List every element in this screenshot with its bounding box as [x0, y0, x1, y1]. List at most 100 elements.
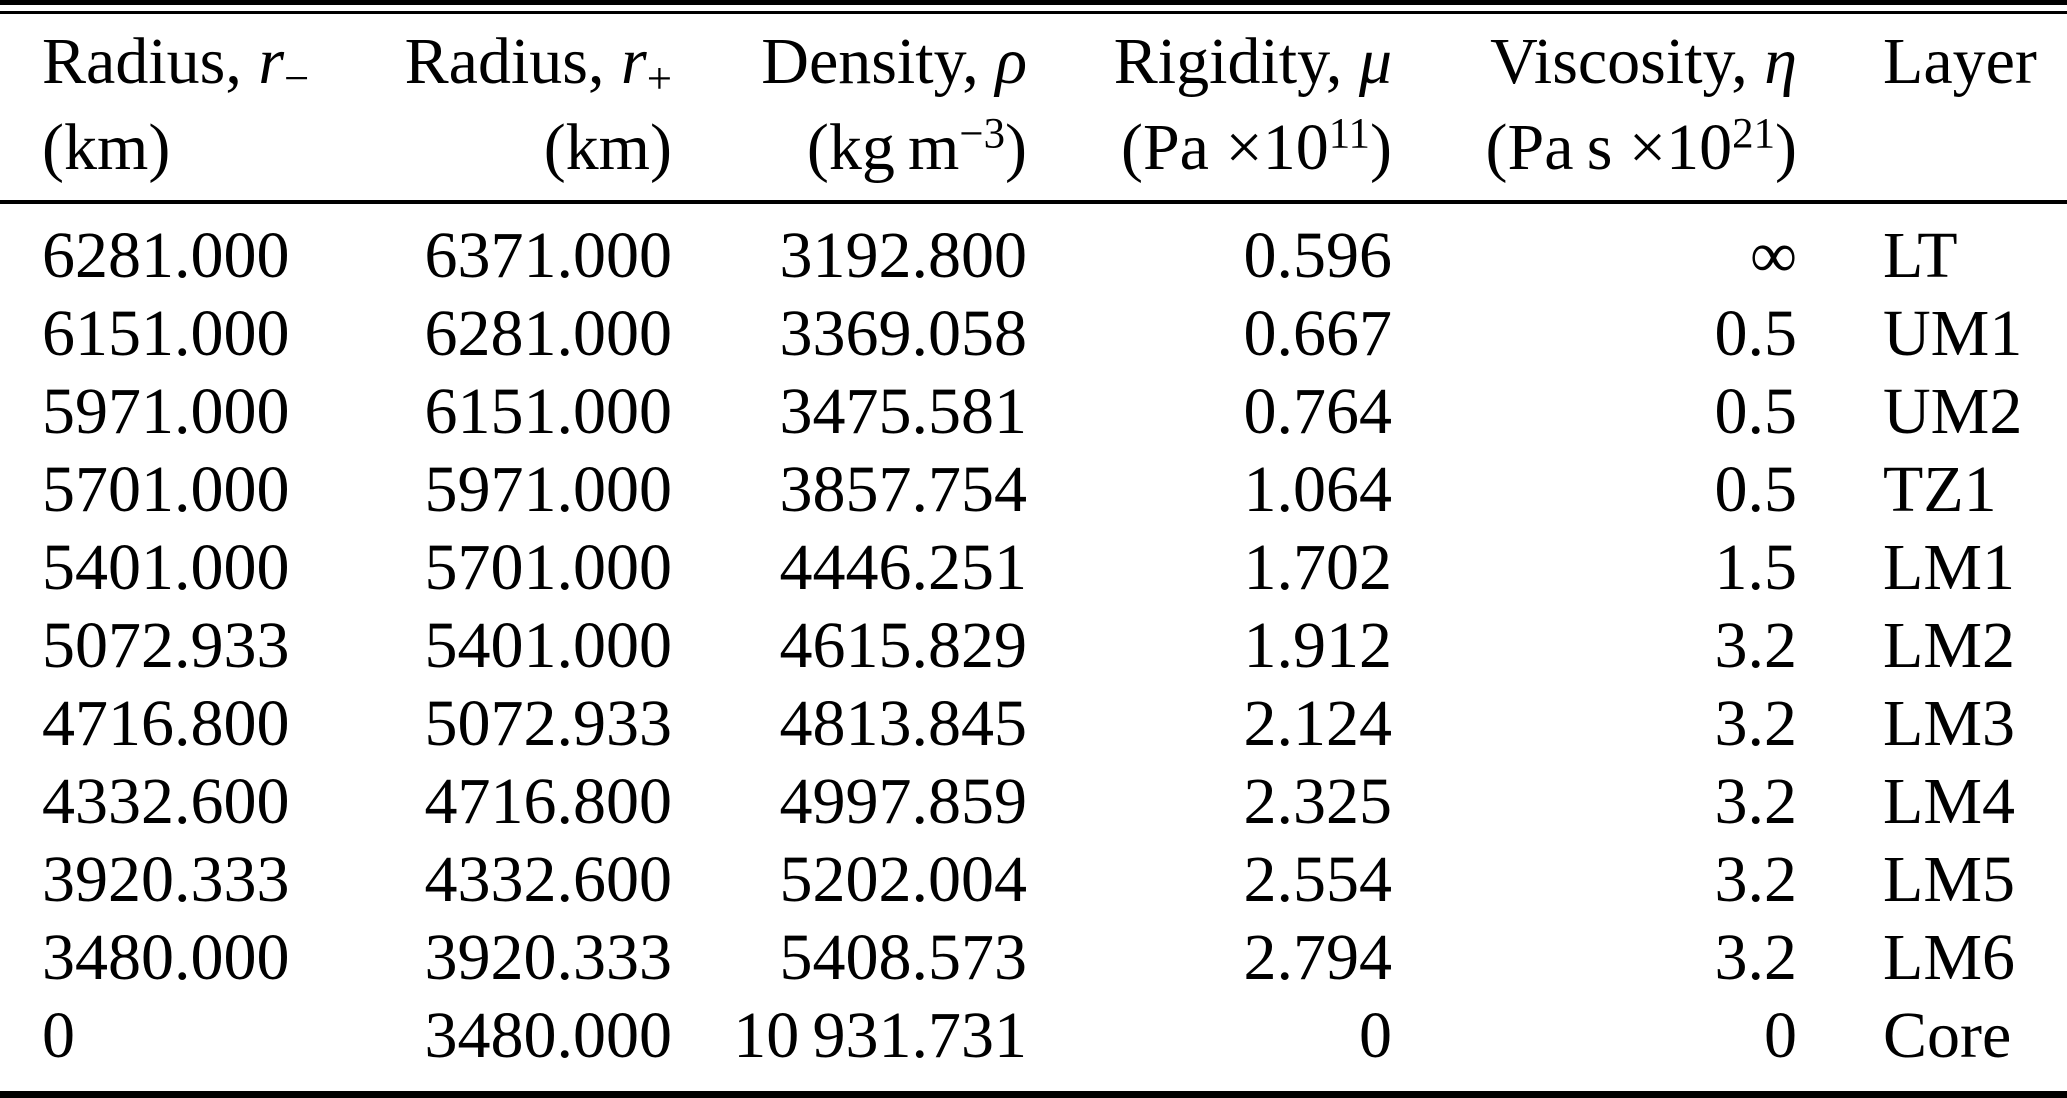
cell-layer: UM1 [1883, 297, 2023, 370]
cell-rigidity: 0.596 [1243, 219, 1393, 292]
header-row: Radius, r− (km) Radius, r+ (km) Density, ρ (k… [0, 14, 2067, 202]
cell-density: 3475.581 [779, 375, 1028, 448]
earth-model-table: Radius, r− (km) Radius, r+ (km) Density, ρ (k… [0, 14, 2067, 1075]
cell-radius-minus: 5971.000 [42, 375, 290, 448]
cell-radius-minus: 3920.333 [42, 843, 290, 916]
cell-rigidity: 2.554 [1243, 843, 1393, 916]
cell-viscosity: ∞ [1749, 219, 1797, 292]
cell-viscosity: 3.2 [1714, 687, 1798, 760]
cell-density: 3857.754 [779, 453, 1028, 526]
cell-radius-minus: 5401.000 [42, 531, 290, 604]
cell-radius-plus: 5701.000 [424, 531, 673, 604]
cell-radius-plus: 5401.000 [424, 609, 673, 682]
table-row: 4332.600 4716.800 4997.859 2.325 3.2 LM4 [0, 763, 2067, 841]
cell-radius-minus: 4332.600 [42, 765, 290, 838]
cell-radius-minus: 5072.933 [42, 609, 290, 682]
table-row: 0 3480.000 10 931.731 0 0 Core [0, 997, 2067, 1075]
column-symbol-subscript: − [284, 52, 310, 103]
column-title-density: Density, ρ [761, 25, 1027, 98]
cell-radius-minus: 4716.800 [42, 687, 290, 760]
cell-radius-plus: 3480.000 [424, 999, 673, 1072]
cell-viscosity: 3.2 [1714, 921, 1798, 994]
column-symbol-radius-minus: r [258, 25, 285, 98]
cell-radius-plus: 6151.000 [424, 375, 673, 448]
cell-viscosity: 3.2 [1714, 609, 1798, 682]
column-symbol-rigidity: μ [1358, 25, 1392, 98]
cell-layer: Core [1883, 999, 2012, 1072]
column-unit-density: (kg m−3) [806, 110, 1027, 184]
cell-radius-plus: 4716.800 [424, 765, 673, 838]
table-body: 6281.000 6371.000 3192.800 0.596 ∞ LT 6151.000… [0, 202, 2067, 1075]
column-header-layer: Layer [1815, 14, 2067, 202]
cell-density: 5202.004 [779, 843, 1028, 916]
column-symbol-viscosity: η [1764, 25, 1797, 98]
cell-radius-minus: 0 [42, 999, 75, 1072]
cell-viscosity: 3.2 [1714, 765, 1798, 838]
cell-density: 3369.058 [779, 297, 1028, 370]
column-unit-exponent: 11 [1328, 110, 1371, 158]
cell-layer: LT [1883, 219, 1958, 292]
cell-radius-minus: 5701.000 [42, 453, 290, 526]
cell-rigidity: 1.912 [1243, 609, 1393, 682]
cell-radius-minus: 3480.000 [42, 921, 290, 994]
table-row: 3480.000 3920.333 5408.573 2.794 3.2 LM6 [0, 919, 2067, 997]
cell-radius-plus: 6281.000 [424, 297, 673, 370]
column-header-radius-minus: Radius, r− (km) [0, 14, 340, 202]
cell-layer: UM2 [1883, 375, 2023, 448]
top-rule-outer [0, 0, 2067, 5]
cell-rigidity: 0.764 [1243, 375, 1393, 448]
cell-layer: LM1 [1883, 531, 2015, 604]
cell-viscosity: 0.5 [1714, 453, 1798, 526]
table-row: 5701.000 5971.000 3857.754 1.064 0.5 TZ1 [0, 451, 2067, 529]
column-title-radius-minus: Radius, r− [42, 25, 310, 103]
column-header-rigidity: Rigidity, μ (Pa ×1011) [1045, 14, 1410, 202]
cell-radius-plus: 4332.600 [424, 843, 673, 916]
column-unit-viscosity: (Pa s ×1021) [1485, 110, 1797, 184]
column-symbol-subscript: + [646, 52, 672, 103]
cell-density: 10 931.731 [733, 999, 1027, 1072]
column-title-radius-plus: Radius, r+ [404, 25, 672, 103]
column-unit-layer [1883, 104, 2066, 192]
column-header-density: Density, ρ (kg m−3) [690, 14, 1045, 202]
table-row: 6151.000 6281.000 3369.058 0.667 0.5 UM1 [0, 295, 2067, 373]
bottom-rule [0, 1091, 2067, 1098]
column-symbol-density: ρ [995, 25, 1027, 98]
table-row: 3920.333 4332.600 5202.004 2.554 3.2 LM5 [0, 841, 2067, 919]
cell-radius-plus: 3920.333 [424, 921, 673, 994]
cell-density: 4813.845 [779, 687, 1028, 760]
cell-layer: LM2 [1883, 609, 2015, 682]
column-unit-exponent: −3 [959, 110, 1006, 158]
cell-radius-minus: 6151.000 [42, 297, 290, 370]
cell-layer: TZ1 [1883, 453, 1997, 526]
cell-radius-plus: 5971.000 [424, 453, 673, 526]
column-symbol-radius-plus: r [621, 25, 647, 98]
cell-radius-minus: 6281.000 [42, 219, 290, 292]
cell-viscosity: 1.5 [1714, 531, 1798, 604]
column-unit-exponent: 21 [1732, 110, 1776, 158]
column-header-viscosity: Viscosity, η (Pa s ×1021) [1410, 14, 1815, 202]
cell-density: 4997.859 [779, 765, 1028, 838]
cell-layer: LM4 [1883, 765, 2015, 838]
cell-density: 5408.573 [779, 921, 1028, 994]
cell-radius-plus: 5072.933 [424, 687, 673, 760]
cell-density: 4615.829 [779, 609, 1028, 682]
table-row: 5401.000 5701.000 4446.251 1.702 1.5 LM1 [0, 529, 2067, 607]
column-title-viscosity: Viscosity, η [1490, 25, 1797, 98]
table-row: 6281.000 6371.000 3192.800 0.596 ∞ LT [0, 202, 2067, 295]
column-unit-rigidity: (Pa ×1011) [1121, 110, 1392, 184]
cell-rigidity: 2.325 [1243, 765, 1393, 838]
cell-viscosity: 0.5 [1714, 375, 1798, 448]
cell-viscosity: 0 [1764, 999, 1797, 1072]
column-title-layer: Layer [1883, 25, 2037, 98]
table-header: Radius, r− (km) Radius, r+ (km) Density, ρ (k… [0, 14, 2067, 202]
column-header-radius-plus: Radius, r+ (km) [340, 14, 690, 202]
cell-layer: LM3 [1883, 687, 2015, 760]
cell-rigidity: 2.124 [1243, 687, 1393, 760]
cell-layer: LM5 [1883, 843, 2015, 916]
column-unit-radius-plus: (km) [543, 111, 672, 184]
top-rule-inner [0, 11, 2067, 14]
cell-viscosity: 0.5 [1714, 297, 1798, 370]
column-title-rigidity: Rigidity, μ [1113, 25, 1392, 98]
column-unit-radius-minus: (km) [42, 111, 171, 184]
